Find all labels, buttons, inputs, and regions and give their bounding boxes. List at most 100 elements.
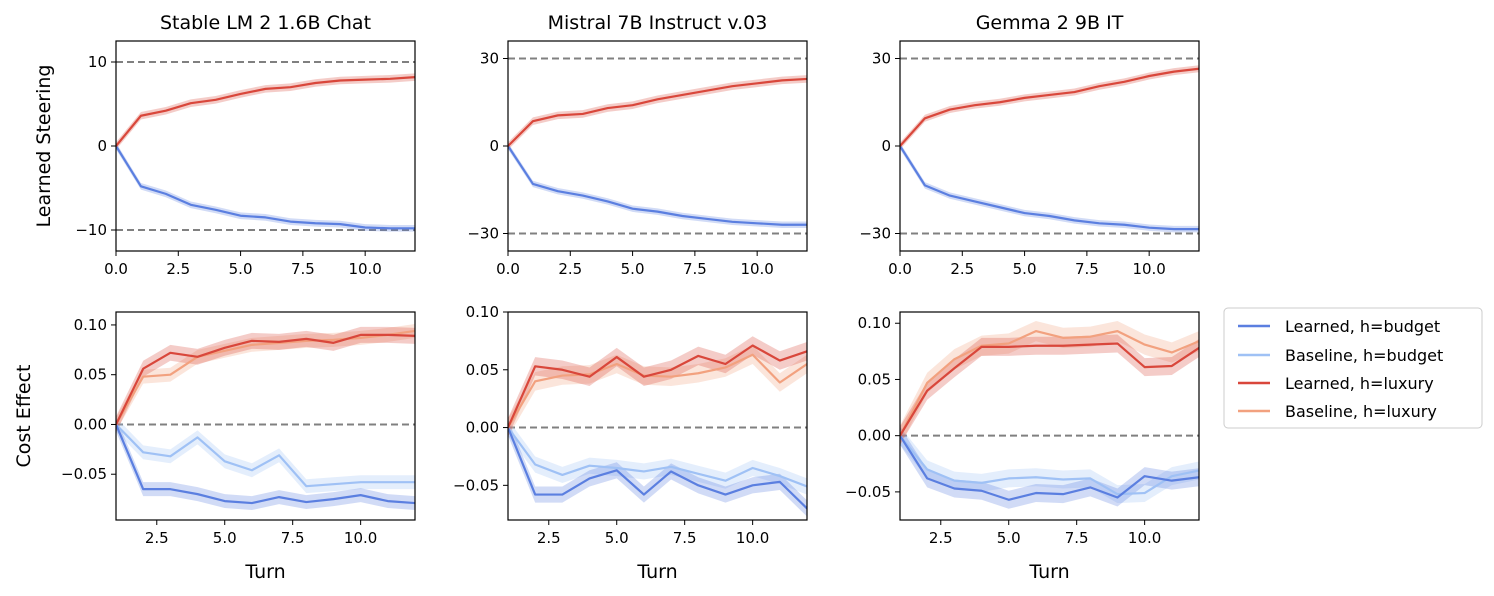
panel-5-frame bbox=[507, 311, 808, 521]
panel-5-ytick-label-3: 0.05 bbox=[466, 361, 499, 379]
panel-6-frame bbox=[899, 311, 1200, 521]
panel-6-xtick-label-3: 7.5 bbox=[1065, 529, 1089, 547]
panel-6-band-baseline-h-budget bbox=[900, 426, 1199, 504]
panel-5-line-baseline-h-budget bbox=[508, 426, 807, 488]
panel-5-ytick-label-1: −0.05 bbox=[453, 476, 499, 494]
panel-3-title: Gemma 2 9B IT bbox=[976, 12, 1124, 34]
panel-2-xtick-label-2: 2.5 bbox=[558, 260, 582, 278]
panel-3-ytick-label-1: −30 bbox=[859, 225, 891, 243]
panel-2-title: Mistral 7B Instruct v.03 bbox=[548, 12, 768, 34]
panel-5-band-learned-h-luxury bbox=[508, 336, 807, 437]
panel-6-xlabel: Turn bbox=[1028, 561, 1069, 583]
panel-5-plot-area bbox=[508, 336, 807, 517]
panel-5-xtick-label-1: 2.5 bbox=[537, 529, 561, 547]
panel-4-frame bbox=[115, 311, 416, 521]
panel-3-line-learned-h-budget bbox=[900, 144, 1199, 231]
panel-5-band-baseline-h-luxury bbox=[508, 345, 807, 437]
panel-4-band-baseline-h-budget bbox=[116, 417, 415, 494]
panel-4-band-learned-h-luxury bbox=[116, 326, 415, 433]
panel-4-plot-area bbox=[116, 323, 415, 511]
panel-6-ytick-label-2: 0.00 bbox=[858, 427, 891, 445]
panels: 0.0 2.5 5.0 7.5 10.0 −10 0 10 Stable LM 2 1.6B C… bbox=[61, 12, 1200, 583]
panel-1-line-learned-h-budget bbox=[116, 144, 415, 230]
panel-1-xtick-label-3: 5.0 bbox=[229, 260, 253, 278]
panel-3-plot-area bbox=[900, 57, 1199, 235]
panel-2-plot-area bbox=[508, 57, 807, 235]
panel-6-xtick-label-4: 10.0 bbox=[1128, 529, 1161, 547]
panel-4-line-baseline-h-luxury bbox=[116, 329, 415, 426]
legend: Learned, h=budget Baseline, h=budget Lea… bbox=[1223, 307, 1483, 429]
panel-3-line-learned-h-luxury bbox=[900, 67, 1199, 148]
panel-1-ytick-label-1: −10 bbox=[75, 221, 107, 239]
panel-5-xtick-label-2: 5.0 bbox=[605, 529, 629, 547]
panel-3-xtick-label-3: 5.0 bbox=[1013, 260, 1037, 278]
panel-2-xtick-label-1: 0.0 bbox=[496, 260, 520, 278]
panel-1: 0.0 2.5 5.0 7.5 10.0 −10 0 10 Stable LM 2 1.6B C… bbox=[75, 12, 416, 278]
ylabel-row-1: Learned Steering bbox=[33, 65, 55, 228]
legend-label-baseline-budget: Baseline, h=budget bbox=[1285, 346, 1443, 365]
panel-6-xtick-label-2: 5.0 bbox=[997, 529, 1021, 547]
panel-6-line-baseline-h-luxury bbox=[900, 330, 1199, 437]
panel-6-xtick-label-1: 2.5 bbox=[929, 529, 953, 547]
panel-2-xtick-label-4: 7.5 bbox=[683, 260, 707, 278]
panel-5-ytick-label-2: 0.00 bbox=[466, 419, 499, 437]
panel-3: 0.0 2.5 5.0 7.5 10.0 −30 0 30 Gemma 2 9B IT bbox=[859, 12, 1200, 278]
panel-3-xtick-label-5: 10.0 bbox=[1132, 260, 1165, 278]
panel-5-xtick-label-4: 10.0 bbox=[736, 529, 769, 547]
panel-4-line-learned-h-budget bbox=[116, 423, 415, 505]
panel-5-line-learned-h-budget bbox=[508, 426, 807, 510]
legend-label-baseline-luxury: Baseline, h=luxury bbox=[1285, 402, 1437, 421]
panel-4: 2.5 5.0 7.5 10.0 −0.05 0.00 0.05 0.10 Turn bbox=[61, 311, 416, 583]
panel-4-ytick-label-3: 0.05 bbox=[74, 366, 107, 384]
panel-5-ytick-label-4: 0.10 bbox=[466, 303, 499, 321]
panel-1-plot-area bbox=[116, 61, 415, 232]
panel-1-title: Stable LM 2 1.6B Chat bbox=[160, 12, 371, 34]
panel-5: 2.5 5.0 7.5 10.0 −0.05 0.00 0.05 0.10 Turn bbox=[453, 303, 808, 583]
panel-3-ytick-label-3: 30 bbox=[872, 50, 891, 68]
panel-1-xtick-label-2: 2.5 bbox=[166, 260, 190, 278]
panel-6-line-baseline-h-budget bbox=[900, 434, 1199, 496]
panel-1-line-learned-h-luxury bbox=[116, 76, 415, 148]
legend-frame bbox=[1223, 307, 1483, 429]
panel-3-ytick-label-2: 0 bbox=[881, 137, 891, 155]
panel-6-ytick-label-4: 0.10 bbox=[858, 314, 891, 332]
legend-label-learned-luxury: Learned, h=luxury bbox=[1285, 374, 1434, 393]
panel-1-xtick-label-5: 10.0 bbox=[348, 260, 381, 278]
ylabel-row-2: Cost Effect bbox=[13, 365, 35, 468]
panel-6-line-learned-h-luxury bbox=[900, 342, 1199, 437]
panel-6-band-learned-h-budget bbox=[900, 426, 1199, 509]
panel-1-ytick-label-3: 10 bbox=[88, 53, 107, 71]
panel-2-xtick-label-3: 5.0 bbox=[621, 260, 645, 278]
panel-2-ytick-label-3: 30 bbox=[480, 50, 499, 68]
panel-2-line-learned-h-budget bbox=[508, 144, 807, 226]
panel-4-ytick-label-4: 0.10 bbox=[74, 316, 107, 334]
panel-1-xtick-label-4: 7.5 bbox=[291, 260, 315, 278]
panel-4-ytick-label-2: 0.00 bbox=[74, 415, 107, 433]
panel-5-line-baseline-h-luxury bbox=[508, 353, 807, 429]
panel-1-ytick-label-2: 0 bbox=[97, 137, 107, 155]
panel-5-xtick-label-3: 7.5 bbox=[673, 529, 697, 547]
panel-6-ytick-label-1: −0.05 bbox=[845, 483, 891, 501]
panel-2: 0.0 2.5 5.0 7.5 10.0 −30 0 30 Mistral 7B Instruc… bbox=[467, 12, 808, 278]
panel-5-line-learned-h-luxury bbox=[508, 344, 807, 429]
panel-5-band-baseline-h-budget bbox=[508, 419, 807, 495]
panel-2-frame bbox=[507, 40, 808, 252]
panel-1-xtick-label-1: 0.0 bbox=[104, 260, 128, 278]
panel-2-band-learned-h-budget bbox=[508, 142, 807, 228]
panel-6-ytick-label-3: 0.05 bbox=[858, 370, 891, 388]
legend-label-learned-budget: Learned, h=budget bbox=[1285, 317, 1440, 336]
panel-2-ytick-label-2: 0 bbox=[489, 137, 499, 155]
panel-4-xtick-label-1: 2.5 bbox=[145, 529, 169, 547]
panel-6: 2.5 5.0 7.5 10.0 −0.05 0.00 0.05 0.10 Turn bbox=[845, 311, 1200, 583]
panel-4-line-learned-h-luxury bbox=[116, 333, 415, 426]
panel-5-xlabel: Turn bbox=[636, 561, 677, 583]
panel-4-xtick-label-2: 5.0 bbox=[213, 529, 237, 547]
panel-2-ytick-label-1: −30 bbox=[467, 225, 499, 243]
panel-4-xtick-label-3: 7.5 bbox=[281, 529, 305, 547]
panel-6-plot-area bbox=[900, 320, 1199, 509]
panel-4-ytick-label-1: −0.05 bbox=[61, 465, 107, 483]
panel-3-band-learned-h-luxury bbox=[900, 65, 1199, 150]
panel-3-xtick-label-1: 0.0 bbox=[888, 260, 912, 278]
panel-4-line-baseline-h-budget bbox=[116, 423, 415, 488]
